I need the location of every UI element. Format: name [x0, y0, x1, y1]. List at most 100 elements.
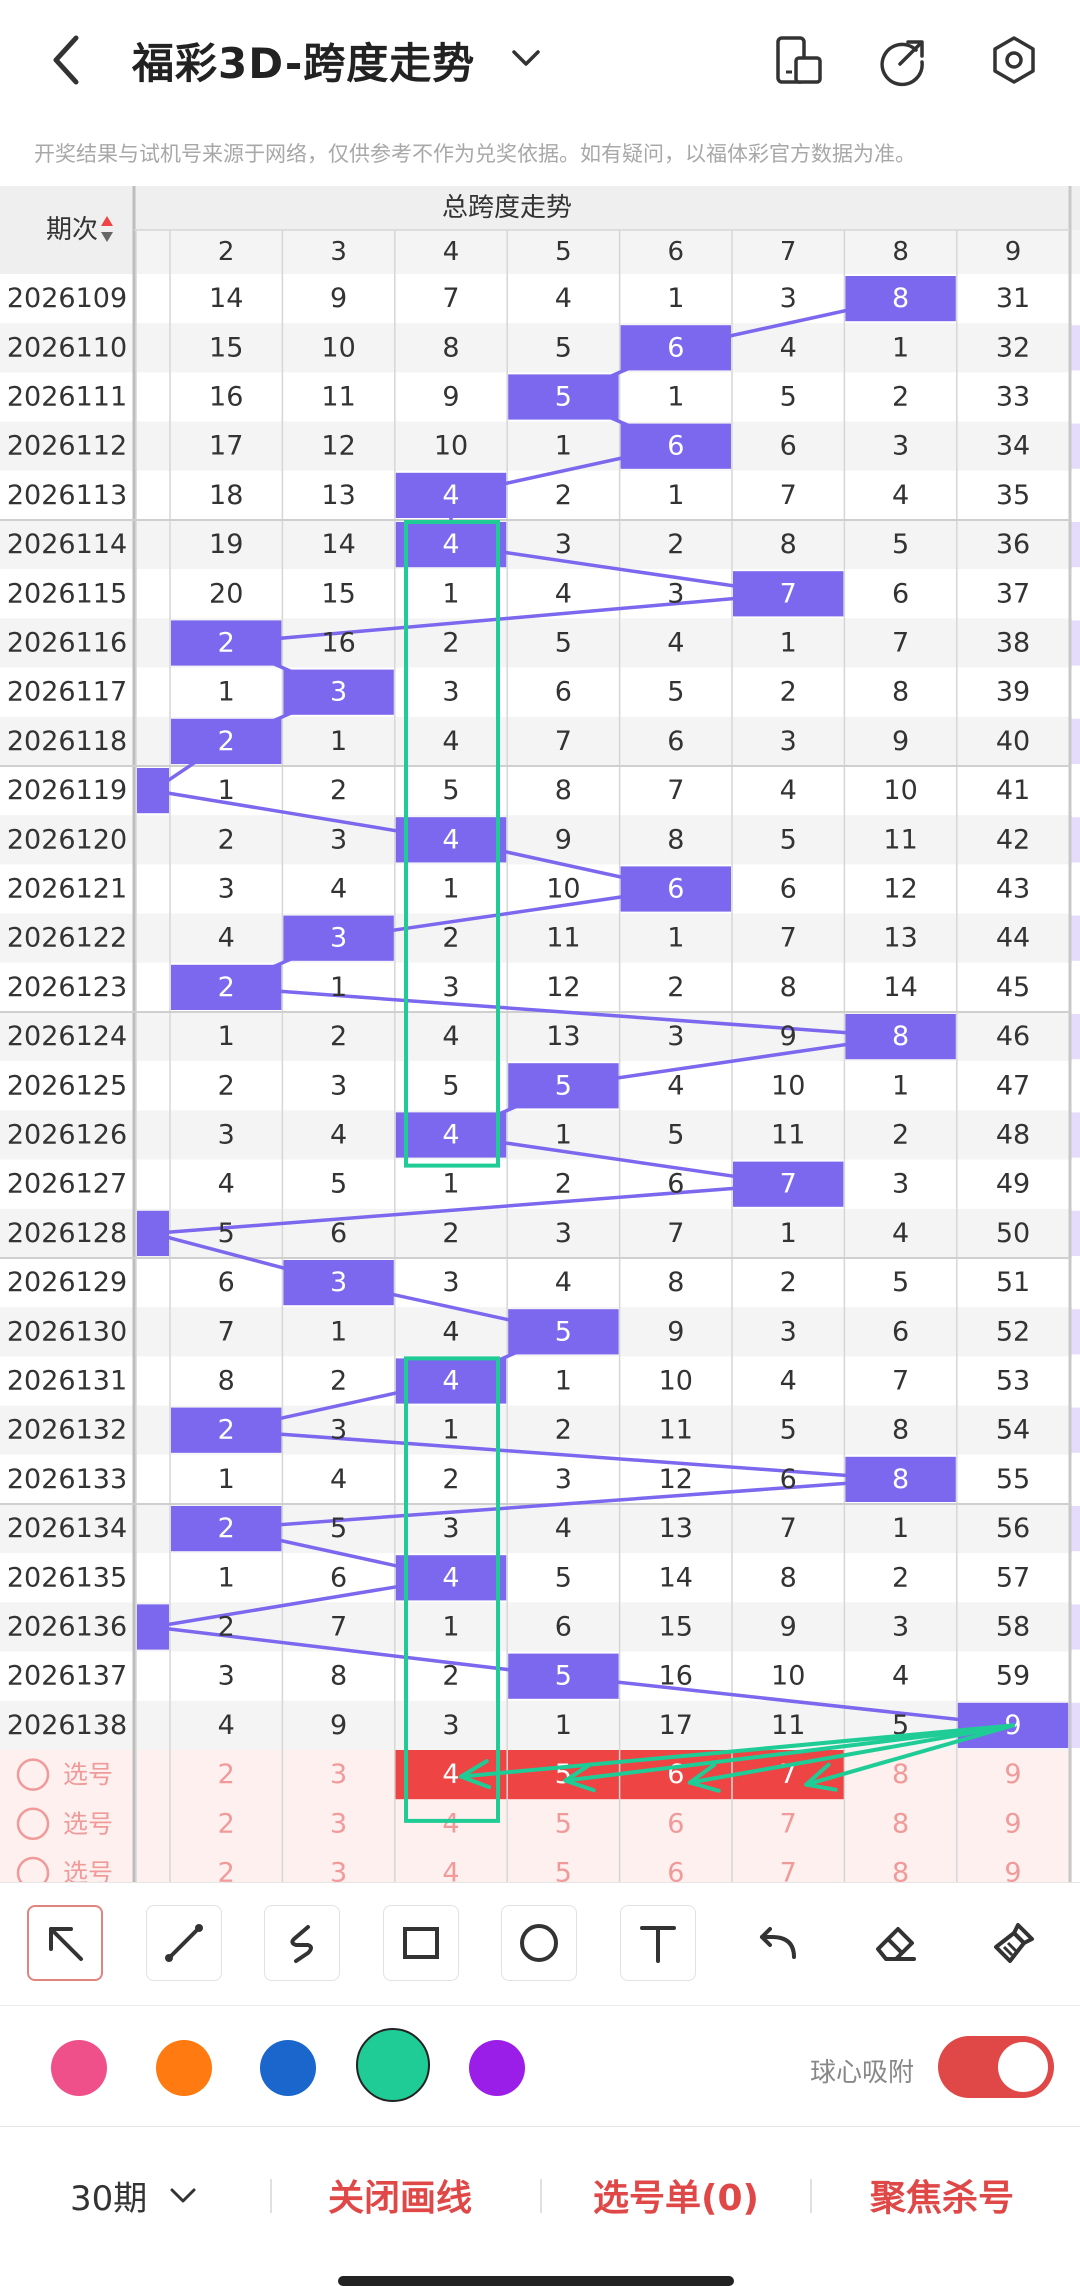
share-icon[interactable] — [876, 32, 932, 88]
miss-count: 8 — [555, 775, 572, 806]
miss-count: 2 — [442, 923, 459, 954]
pick-number: 2 — [218, 1858, 235, 1883]
miss-count: 2 — [218, 1070, 235, 1101]
table-row — [0, 1258, 1072, 1308]
pick-number: 8 — [892, 1759, 909, 1790]
miss-count: 6 — [555, 1612, 572, 1643]
miss-count: 4 — [892, 1661, 909, 1692]
miss-count: 17 — [209, 431, 243, 462]
row-edge-marker — [1070, 1604, 1080, 1650]
miss-count: 1 — [218, 775, 235, 806]
snap-to-center-label: 球心吸附 — [810, 2058, 915, 2088]
miss-count: 3 — [218, 874, 235, 905]
focus-kill-button[interactable]: 聚焦杀号 — [870, 2178, 1015, 2219]
clear-brush-icon[interactable] — [976, 1905, 1052, 1981]
divider — [270, 2179, 272, 2213]
hit-box — [395, 1112, 507, 1158]
miss-count: 10 — [321, 332, 355, 363]
pick-row — [0, 1799, 1072, 1849]
miss-count: 15 — [209, 332, 243, 363]
period-cell: 2026113 — [7, 480, 127, 511]
miss-count: 38 — [996, 628, 1030, 659]
column-header-7: 7 — [780, 237, 797, 267]
divider — [810, 2179, 812, 2213]
undo-icon[interactable] — [740, 1905, 816, 1981]
period-cell: 2026115 — [7, 578, 127, 609]
chevron-down-icon[interactable] — [168, 2185, 198, 2207]
miss-count: 15 — [659, 1612, 693, 1643]
row-edge-marker — [1070, 1407, 1080, 1453]
miss-count: 5 — [330, 1169, 347, 1200]
miss-count: 20 — [209, 578, 243, 609]
period-select[interactable]: 30期 — [70, 2179, 148, 2219]
miss-count: 7 — [780, 1513, 797, 1544]
miss-count: 6 — [330, 1562, 347, 1593]
miss-count: 1 — [442, 1415, 459, 1446]
chevron-down-icon[interactable] — [508, 44, 544, 74]
miss-count: 2 — [780, 1267, 797, 1298]
hit-box — [137, 1210, 169, 1256]
line-tool-icon[interactable] — [146, 1905, 222, 1981]
miss-count: 2 — [330, 1366, 347, 1397]
pick-list-button[interactable]: 选号单(0) — [593, 2178, 759, 2219]
hit-box — [137, 1604, 169, 1650]
color-swatch-green-selected[interactable] — [356, 2028, 430, 2102]
miss-count: 13 — [659, 1513, 693, 1544]
period-cell: 2026125 — [7, 1070, 127, 1101]
miss-count: 6 — [780, 1464, 797, 1495]
circle-tool-icon[interactable] — [501, 1905, 577, 1981]
period-cell: 2026131 — [7, 1366, 127, 1397]
hit-value: 4 — [442, 529, 459, 560]
snap-to-center-toggle[interactable] — [938, 2036, 1054, 2098]
arrow-tool-icon[interactable] — [27, 1905, 103, 1981]
miss-count: 4 — [442, 1021, 459, 1052]
header-bar: 福彩3D-跨度走势 开奖结果与试机号来源于网络，仅供参考不作为兑奖依据。如有疑问… — [0, 0, 1080, 166]
row-edge-marker — [1070, 1506, 1080, 1552]
color-swatch-blue[interactable] — [260, 2040, 316, 2096]
text-tool-icon[interactable] — [620, 1905, 696, 1981]
miss-count: 8 — [780, 1562, 797, 1593]
miss-count: 7 — [780, 923, 797, 954]
trend-chart[interactable]: 期次 总跨度走势 2 3 4 5 6 7 8 9 2026109 14 9 7 4 1 3 8 31 2026110 1… — [0, 186, 1080, 1882]
hit-value: 2 — [218, 972, 235, 1003]
page-title[interactable]: 福彩3D-跨度走势 — [132, 39, 476, 88]
miss-count: 9 — [780, 1021, 797, 1052]
column-header-6: 6 — [668, 237, 685, 267]
column-header-8: 8 — [892, 237, 909, 267]
miss-count: 16 — [659, 1661, 693, 1692]
color-swatch-orange[interactable] — [156, 2040, 212, 2096]
period-cell: 2026109 — [7, 283, 127, 314]
miss-count: 1 — [330, 726, 347, 757]
close-lines-button[interactable]: 关闭画线 — [328, 2178, 473, 2219]
hit-box — [845, 1456, 956, 1502]
sort-up-icon — [101, 216, 113, 226]
hit-box — [395, 1555, 507, 1601]
miss-count: 2 — [330, 1021, 347, 1052]
row-edge-marker — [1070, 1309, 1080, 1355]
settings-icon[interactable] — [986, 32, 1042, 88]
miss-count: 41 — [996, 775, 1030, 806]
miss-count: 33 — [996, 382, 1030, 413]
miss-count: 4 — [442, 726, 459, 757]
color-swatch-pink[interactable] — [51, 2040, 107, 2096]
rectangle-tool-icon[interactable] — [383, 1905, 459, 1981]
column-header-3: 3 — [330, 237, 347, 267]
miss-count: 31 — [996, 283, 1030, 314]
miss-count: 2 — [555, 1415, 572, 1446]
hit-value: 5 — [555, 382, 572, 413]
miss-count: 13 — [321, 480, 355, 511]
miss-count: 8 — [892, 677, 909, 708]
miss-count: 11 — [771, 1710, 805, 1741]
miss-count: 8 — [218, 1366, 235, 1397]
curve-tool-icon[interactable] — [264, 1905, 340, 1981]
phone-landscape-icon[interactable] — [770, 32, 826, 88]
hit-box — [845, 1014, 956, 1060]
row-edge-marker — [1070, 620, 1080, 666]
eraser-icon[interactable] — [858, 1905, 934, 1981]
pick-number: 3 — [330, 1759, 347, 1790]
back-arrow-icon[interactable] — [40, 30, 96, 90]
pick-label: 选号 — [63, 1760, 113, 1789]
period-cell: 2026136 — [7, 1612, 127, 1643]
color-swatch-purple[interactable] — [469, 2040, 525, 2096]
